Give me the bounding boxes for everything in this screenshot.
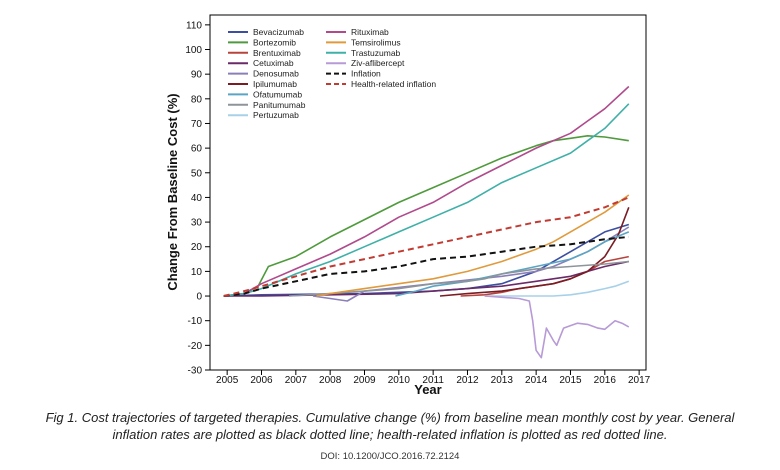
legend-label: Ziv-aflibercept [351,58,405,68]
legend-label: Bortezomib [253,37,296,47]
x-tick-label: 2006 [250,375,273,386]
y-tick-label: 100 [185,45,202,56]
x-tick-label: 2012 [456,375,479,386]
y-tick-label: 30 [191,218,203,229]
series-line-inflation [223,235,629,297]
legend-label: Health-related inflation [351,79,436,89]
legend-label: Trastuzumab [351,48,401,58]
legend-label: Pertuzumab [253,110,299,120]
doi-text: DOI: 10.1200/JCO.2016.72.2124 [320,451,460,462]
figure-caption-line-2: inflation rates are plotted as black dot… [112,427,668,442]
x-tick-label: 2017 [628,375,651,386]
series-line-health-related-inflation [223,196,630,297]
x-tick-label: 2016 [594,375,617,386]
y-tick-label: 10 [191,267,203,278]
series-line-brentuximab [460,255,629,297]
plot-frame [209,14,647,371]
series-line-temsirolimus [316,194,630,297]
legend-label: Cetuximab [253,58,294,68]
y-tick-label: 70 [191,119,203,130]
legend-label: Ofatumumab [253,89,302,99]
x-tick-label: 2008 [319,375,342,386]
series-line-rituximab [223,85,630,297]
y-tick-label: 80 [191,94,203,105]
series-line-ipilumumab [439,207,630,297]
series-line-ziv-aflibercept [484,295,630,359]
legend-label: Temsirolimus [351,37,401,47]
x-tick-label: 2015 [559,375,582,386]
legend-label: Denosumab [253,69,299,79]
legend: BevacizumabBortezomibBrentuximabCetuxima… [228,27,436,120]
series-line-bortezomib [223,135,629,297]
y-tick-label: -20 [188,341,203,352]
series-lines [223,85,630,359]
y-tick-label: -30 [188,366,203,377]
y-tick-label: 40 [191,193,203,204]
y-tick-label: -10 [188,316,203,327]
y-tick-label: 110 [186,20,202,31]
x-axis-label: Year [414,382,441,397]
x-tick-label: 2013 [491,375,514,386]
x-tick-label: 2011 [422,375,444,386]
y-axis: -30 -20 -10 0 10 20 30 40 50 60 70 80 90 100 110 [185,20,210,377]
legend-label: Ipilumumab [253,79,297,89]
legend-label: Bevacizumab [253,27,304,37]
x-tick-label: 2007 [285,375,308,386]
x-tick-label: 2010 [388,375,411,386]
legend-label: Rituximab [351,27,389,37]
y-tick-label: 50 [191,168,203,179]
y-tick-label: 0 [196,292,202,303]
legend-label: Inflation [351,69,381,79]
x-tick-label: 2009 [353,375,376,386]
x-tick-label: 2005 [216,375,239,386]
x-axis: 2005 2006 2007 2008 2009 2010 2011 2012 2013 2014… [216,370,651,386]
legend-label: Brentuximab [253,48,301,58]
series-line-panitumumab [288,260,629,297]
figure-caption-line-1: Fig 1. Cost trajectories of targeted the… [45,410,735,425]
series-line-ofatumumab [395,231,630,297]
y-tick-label: 20 [191,242,203,253]
y-tick-label: 60 [191,144,203,155]
series-line-pertuzumab [484,280,630,297]
legend-label: Panitumumab [253,100,306,110]
y-axis-label: Change From Baseline Cost (%) [165,93,180,290]
x-tick-label: 2014 [525,375,548,386]
y-tick-label: 90 [191,70,203,81]
